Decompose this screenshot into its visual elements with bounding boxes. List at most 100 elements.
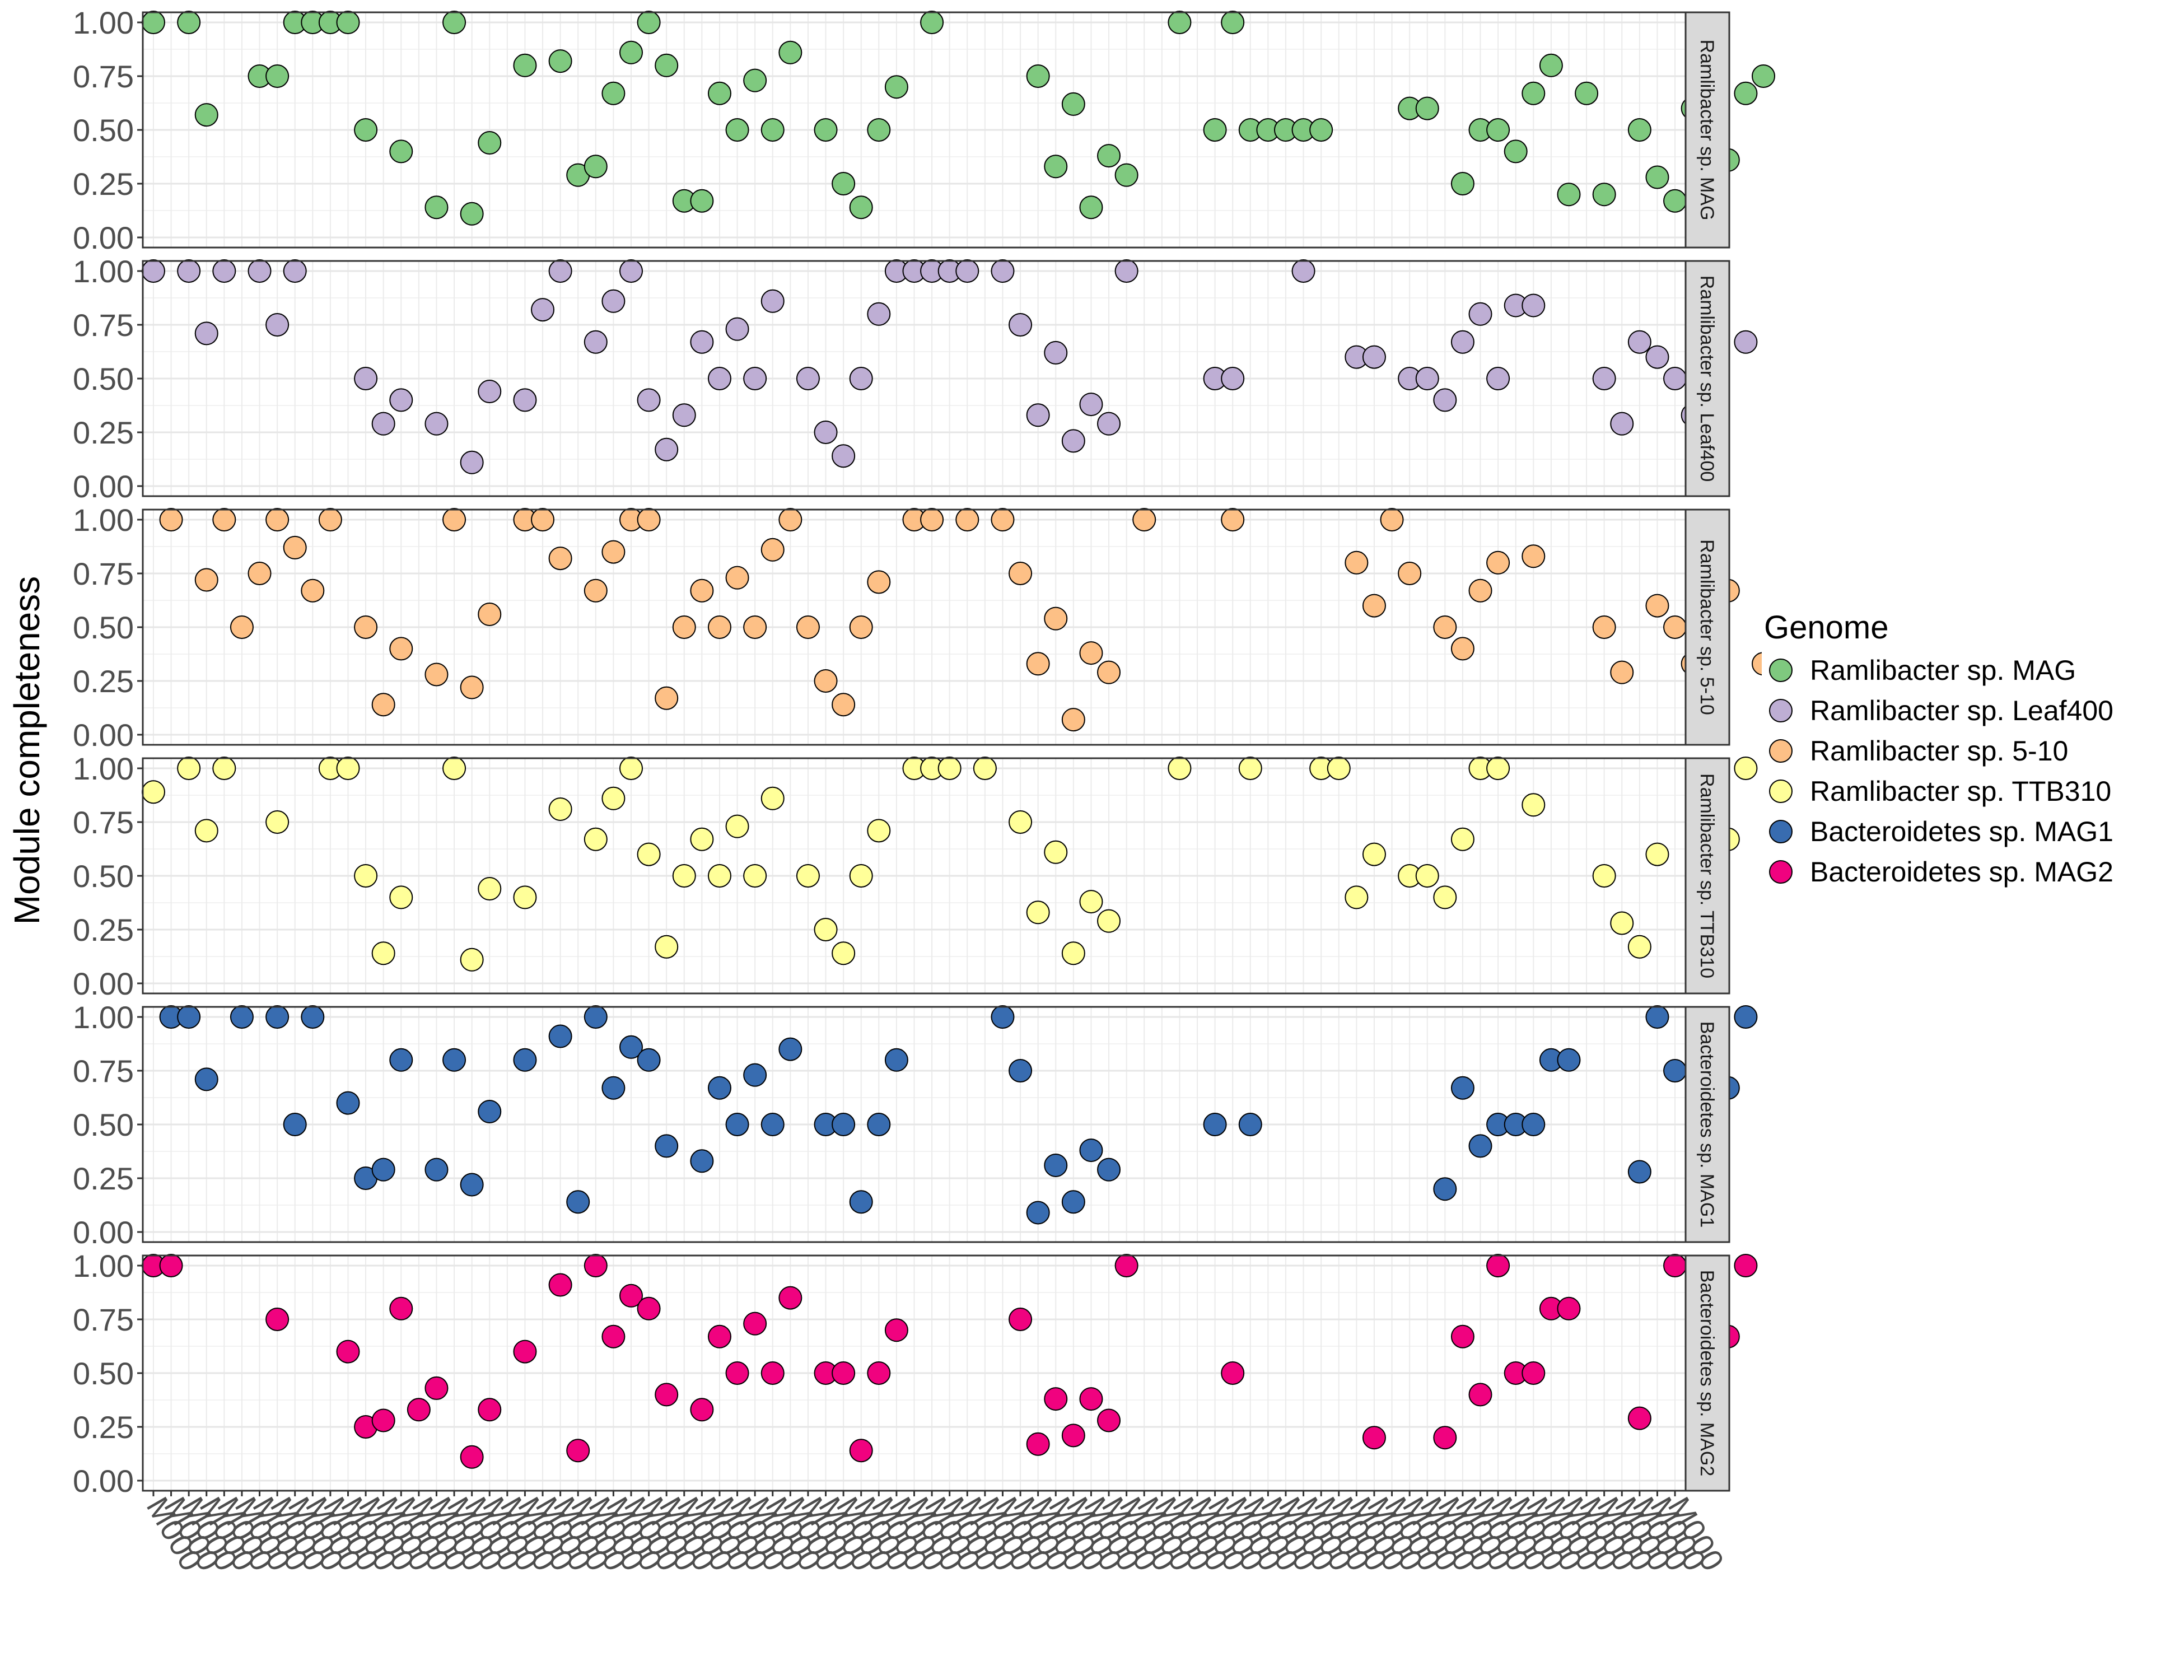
data-point	[1061, 92, 1085, 116]
data-point	[212, 757, 236, 780]
data-point	[354, 864, 378, 888]
data-point	[566, 1190, 590, 1214]
data-point	[637, 1048, 661, 1072]
data-point	[601, 81, 626, 105]
facet-strip	[1684, 1006, 1730, 1243]
data-point	[690, 189, 714, 213]
data-point	[1061, 708, 1085, 732]
data-point	[849, 195, 873, 220]
data-point	[301, 1005, 325, 1029]
data-point	[194, 1067, 218, 1091]
data-point	[1663, 1254, 1687, 1277]
data-point	[336, 11, 360, 34]
data-point	[1504, 139, 1528, 164]
data-point	[513, 1048, 537, 1072]
data-point	[1486, 1254, 1510, 1277]
data-point	[707, 615, 731, 639]
data-point	[478, 877, 502, 901]
facet-panel: 0.00 0.25 0.50 0.75 1.00 Ramlibacter sp. Leaf…	[73, 254, 1758, 504]
data-point	[1044, 340, 1068, 365]
legend-swatch	[1769, 780, 1793, 803]
data-point	[690, 330, 714, 354]
data-point	[1026, 900, 1050, 925]
data-point	[1026, 652, 1050, 676]
data-point	[1522, 81, 1546, 105]
data-point	[1079, 1138, 1103, 1163]
y-tick-label: 0.50	[73, 113, 134, 148]
data-point	[283, 1113, 307, 1136]
data-point	[1079, 195, 1103, 220]
data-point	[1221, 11, 1245, 34]
data-point	[1627, 935, 1651, 959]
data-point	[265, 810, 290, 834]
data-point	[832, 444, 856, 468]
data-point	[725, 1361, 749, 1385]
data-point	[460, 450, 484, 474]
data-point	[584, 155, 608, 179]
y-tick-label: 0.25	[73, 912, 134, 948]
data-point	[1557, 1296, 1581, 1320]
data-point	[991, 259, 1015, 283]
data-point	[1610, 412, 1634, 436]
data-point	[1433, 885, 1457, 909]
data-point	[1645, 842, 1669, 866]
data-point	[1009, 562, 1033, 585]
data-point	[601, 786, 626, 810]
data-point	[655, 437, 679, 461]
data-point	[230, 615, 254, 639]
data-point	[601, 289, 626, 313]
data-point	[194, 568, 218, 592]
data-point	[159, 508, 183, 531]
data-point	[1132, 508, 1156, 531]
data-point	[1592, 864, 1616, 888]
data-point	[283, 259, 307, 283]
legend-swatch	[1769, 820, 1793, 843]
data-point	[920, 11, 944, 34]
data-point	[672, 615, 696, 639]
data-point	[442, 1048, 466, 1072]
data-point	[655, 1383, 679, 1407]
data-point	[1433, 615, 1457, 639]
data-point	[478, 131, 502, 155]
y-tick-label: 0.00	[73, 1463, 134, 1499]
data-point	[194, 819, 218, 843]
data-point	[637, 508, 661, 531]
facet-panel: 0.00 0.25 0.50 0.75 1.00 Bacteroidetes sp. MA…	[73, 1000, 1758, 1250]
data-point	[1097, 144, 1121, 168]
data-point	[548, 547, 572, 571]
data-point	[725, 118, 749, 142]
data-point	[991, 1005, 1015, 1029]
data-point	[513, 885, 537, 909]
data-point	[973, 757, 997, 780]
data-point	[389, 388, 413, 412]
data-point	[283, 535, 307, 559]
data-point	[141, 259, 165, 283]
data-point	[1061, 429, 1085, 453]
legend-label: Ramlibacter sp. TTB310	[1810, 776, 2111, 807]
data-point	[725, 814, 749, 838]
data-point	[849, 864, 873, 888]
data-point	[1468, 302, 1492, 326]
data-point	[1575, 81, 1599, 105]
y-tick-label: 1.00	[73, 1248, 134, 1284]
data-point	[141, 11, 165, 34]
data-point	[655, 53, 679, 77]
data-point	[531, 508, 555, 531]
data-point	[707, 1324, 731, 1348]
data-point	[1557, 1048, 1581, 1072]
data-point	[1168, 757, 1192, 780]
y-tick-label: 0.50	[73, 1356, 134, 1391]
data-point	[336, 757, 360, 780]
data-point	[1114, 1254, 1138, 1277]
data-point	[566, 1439, 590, 1463]
data-point	[460, 202, 484, 226]
data-point	[424, 1158, 449, 1182]
y-tick-label: 0.75	[73, 307, 134, 343]
data-point	[672, 864, 696, 888]
data-point	[760, 118, 785, 142]
y-tick-label: 0.75	[73, 556, 134, 591]
y-tick-label: 0.75	[73, 1302, 134, 1337]
data-point	[955, 508, 979, 531]
data-point	[1327, 757, 1351, 780]
facet-panel: 0.00 0.25 0.50 0.75 1.00 Ramlibacter sp. MAG	[73, 5, 1776, 255]
